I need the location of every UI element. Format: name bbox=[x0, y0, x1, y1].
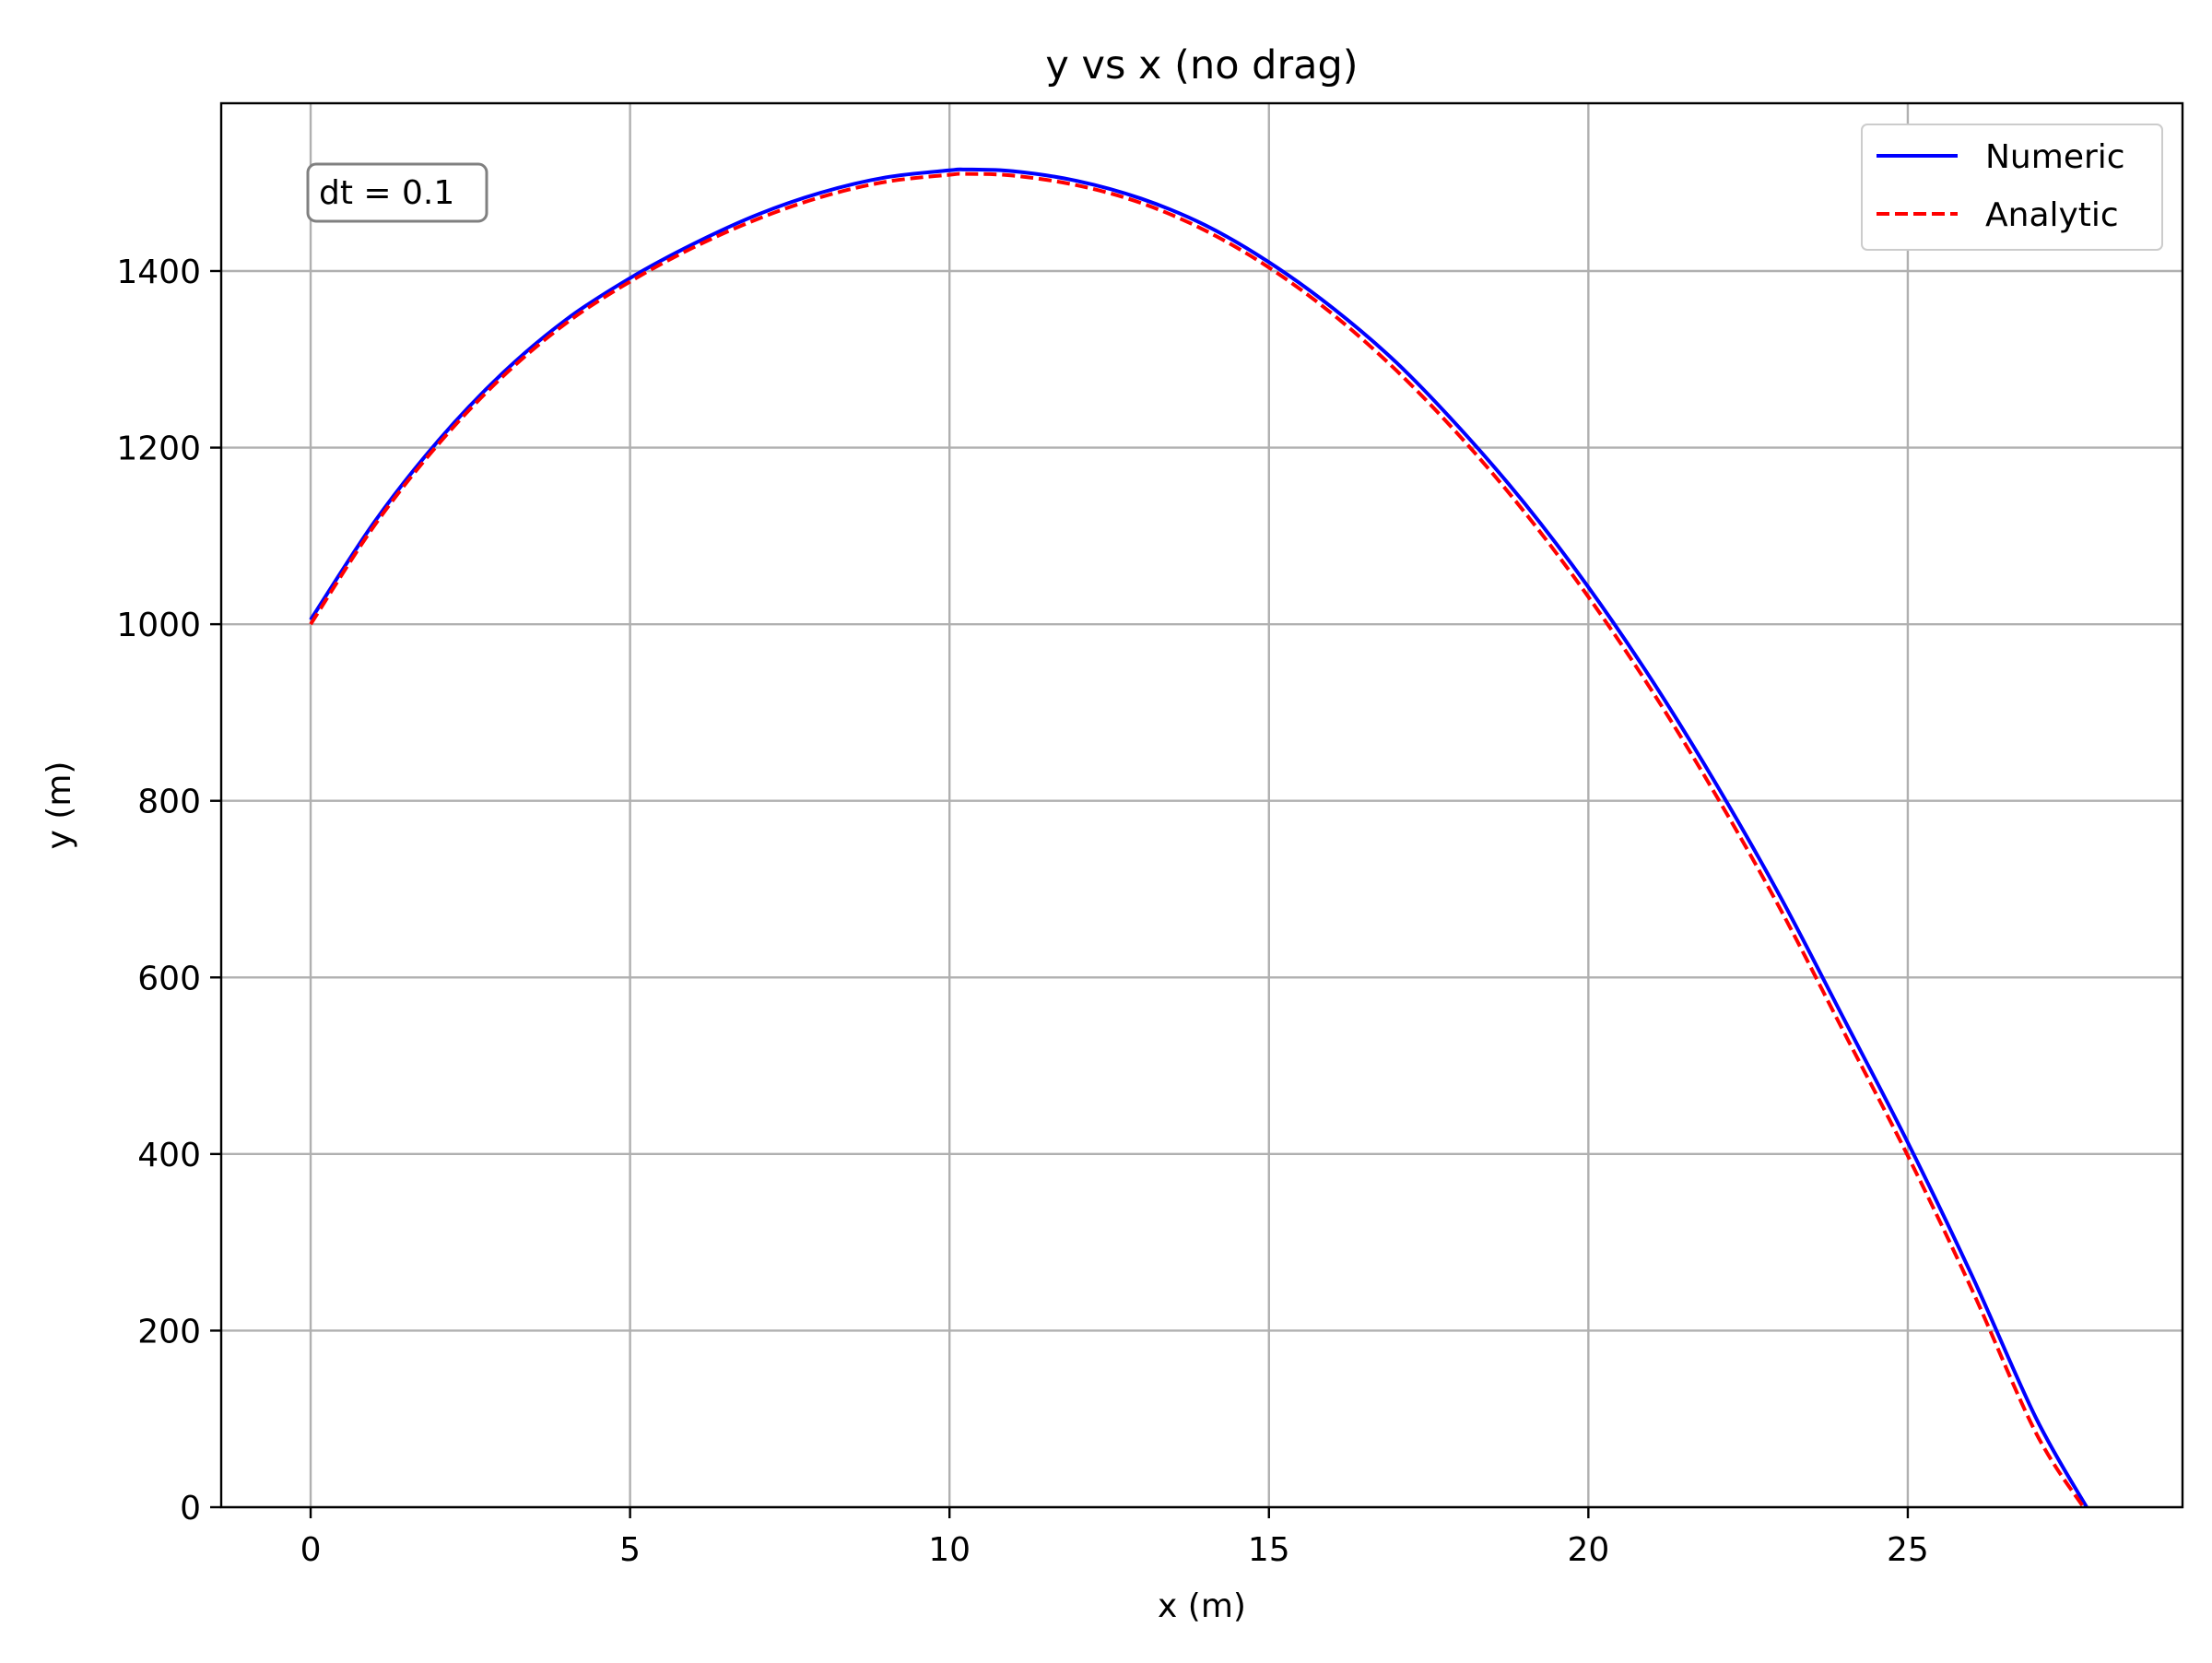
series-group bbox=[309, 167, 2088, 1509]
annotation-box bbox=[306, 162, 488, 223]
x-tick-label: 15 bbox=[1248, 1531, 1290, 1569]
y-tick-label: 1000 bbox=[116, 607, 201, 644]
grid bbox=[221, 103, 2183, 1509]
legend-label-numeric: Numeric bbox=[1985, 138, 2125, 176]
y-tick-label: 1200 bbox=[116, 430, 201, 468]
x-axis-label: x (m) bbox=[1158, 1587, 1246, 1625]
series-line-analytic bbox=[309, 171, 2086, 1509]
y-tick-label: 0 bbox=[180, 1490, 201, 1527]
x-tick-label: 5 bbox=[619, 1531, 641, 1569]
x-tick-label: 0 bbox=[300, 1531, 322, 1569]
chart-title: y vs x (no drag) bbox=[1045, 42, 1358, 88]
plot-frame bbox=[219, 101, 2184, 1509]
series-line-numeric bbox=[309, 167, 2088, 1508]
y-tick-label: 400 bbox=[137, 1137, 201, 1174]
x-tick-label: 20 bbox=[1567, 1531, 1609, 1569]
x-tick-label: 10 bbox=[928, 1531, 971, 1569]
legend-label-analytic: Analytic bbox=[1985, 196, 2119, 234]
annotation-text: dt = 0.1 bbox=[319, 174, 454, 212]
y-tick-label: 800 bbox=[137, 784, 201, 821]
y-tick-label: 600 bbox=[137, 960, 201, 997]
legend: Numeric Analytic bbox=[1861, 124, 2163, 251]
y-tick-label: 1400 bbox=[116, 254, 201, 291]
x-tick-label: 25 bbox=[1887, 1531, 1929, 1569]
legend-items: Numeric Analytic bbox=[1877, 138, 2125, 234]
axis-ticks: 0 5 10 15 20 25 0 200 400 600 800 1000 1200 1400 bbox=[116, 254, 1928, 1569]
dt-annotation: dt = 0.1 bbox=[306, 162, 488, 223]
y-axis-label: y (m) bbox=[41, 761, 78, 850]
y-tick-label: 200 bbox=[137, 1313, 201, 1350]
